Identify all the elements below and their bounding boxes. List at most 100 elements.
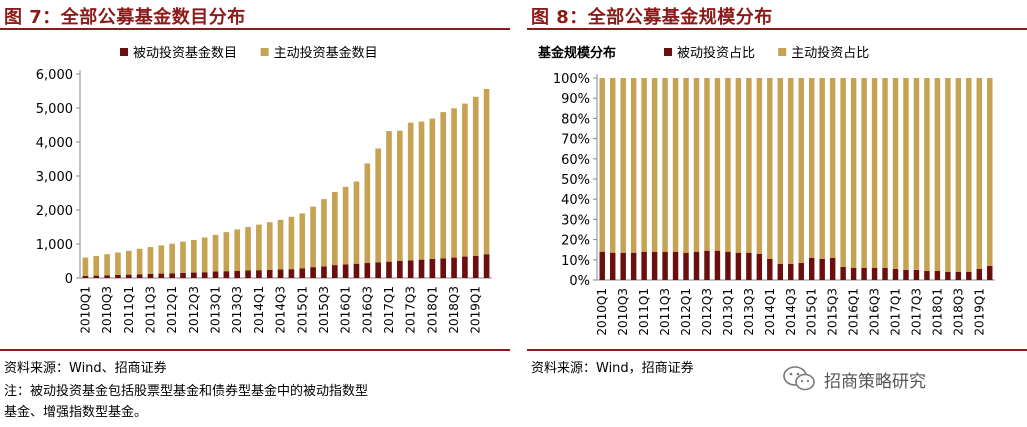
bar-active-2014Q1 xyxy=(256,224,262,271)
right-title-rule xyxy=(527,28,1027,30)
x-tick-label: 2016Q3 xyxy=(868,288,882,336)
left-figure-title: 图 7：全部公募基金数目分布 xyxy=(4,7,246,28)
x-tick-label: 2012Q3 xyxy=(700,288,714,336)
left-title-rule xyxy=(0,28,510,30)
bar-active-2011Q2 xyxy=(136,248,143,275)
bar-passive-2017Q4 xyxy=(924,270,930,280)
bar-passive-2012Q4 xyxy=(201,272,208,278)
y-tick-label: 30% xyxy=(561,213,590,228)
bar-active-2018Q1 xyxy=(429,118,436,259)
bar-active-2019Q2 xyxy=(987,78,993,266)
bar-active-2017Q2 xyxy=(397,130,403,261)
x-tick-label: 2011Q1 xyxy=(122,286,136,334)
bar-active-2013Q2 xyxy=(223,232,230,272)
bar-passive-2018Q1 xyxy=(429,258,436,278)
bar-passive-2012Q2 xyxy=(180,272,186,278)
x-tick-label: 2014Q3 xyxy=(274,286,288,334)
bar-passive-2011Q4 xyxy=(672,251,679,280)
bar-active-2013Q1 xyxy=(725,78,731,252)
bar-passive-2015Q3 xyxy=(321,266,327,278)
bar-passive-2017Q3 xyxy=(913,269,920,280)
bar-passive-2010Q3 xyxy=(104,275,110,278)
x-tick-label: 2013Q3 xyxy=(742,288,756,336)
bar-active-2011Q4 xyxy=(672,78,679,252)
bar-passive-2018Q4 xyxy=(966,271,972,280)
wechat-icon xyxy=(783,366,815,391)
left-figure: 图 7：全部公募基金数目分布 被动投资基金数目 主动投资基金数目 0 1,000 2,0… xyxy=(0,0,510,427)
bar-passive-2010Q1 xyxy=(82,275,89,278)
bar-active-2014Q3 xyxy=(277,219,284,270)
legend-label-0: 被动投资占比 xyxy=(677,45,755,61)
bar-passive-2013Q1 xyxy=(212,271,219,278)
bar-active-2019Q1 xyxy=(976,78,983,269)
x-tick-label: 2015Q1 xyxy=(805,288,819,336)
bar-active-2010Q4 xyxy=(630,78,637,253)
bar-active-2012Q1 xyxy=(169,243,175,274)
legend-swatch-1 xyxy=(778,48,787,56)
bar-passive-2017Q3 xyxy=(407,260,414,278)
bar-active-2012Q3 xyxy=(191,239,197,273)
x-tick-label: 2013Q1 xyxy=(721,288,735,336)
x-tick-label: 2016Q1 xyxy=(847,288,861,336)
x-tick-label: 2013Q3 xyxy=(230,286,244,334)
left-note-line-2: 基金、增强指数型基金。 xyxy=(4,405,148,420)
bar-active-2018Q1 xyxy=(934,78,941,271)
fund-count-chart: 被动投资基金数目 主动投资基金数目 0 1,000 2,000 3,000 4,000 5,0… xyxy=(36,45,492,334)
bar-active-2016Q3 xyxy=(871,78,878,268)
bar-active-2012Q4 xyxy=(714,78,721,251)
bar-passive-2012Q3 xyxy=(704,250,710,280)
y-tick-label: 4,000 xyxy=(36,136,73,151)
y-tick-label: 70% xyxy=(561,133,590,148)
bar-active-2011Q1 xyxy=(125,250,132,275)
bar-active-2018Q2 xyxy=(945,78,951,272)
bar-active-2015Q3 xyxy=(321,199,327,267)
left-source-text: 资料来源：Wind、招商证券 xyxy=(4,361,167,376)
y-tick-label: 5,000 xyxy=(36,102,73,117)
bar-passive-2015Q4 xyxy=(840,266,846,280)
x-tick-label: 2017Q1 xyxy=(889,288,903,336)
bar-passive-2018Q1 xyxy=(934,270,941,280)
bar-active-2010Q4 xyxy=(115,252,121,275)
x-tick-label: 2011Q1 xyxy=(637,288,651,336)
bar-passive-2012Q2 xyxy=(693,251,700,280)
left-bottom-rule xyxy=(0,349,510,351)
bar-passive-2016Q1 xyxy=(342,264,349,278)
bar-active-2019Q1 xyxy=(472,96,479,256)
bar-passive-2014Q3 xyxy=(788,263,794,280)
bar-active-2015Q1 xyxy=(299,213,306,269)
bar-passive-2014Q3 xyxy=(277,269,284,278)
bar-passive-2011Q3 xyxy=(662,251,668,280)
bar-passive-2016Q4 xyxy=(882,267,888,280)
watermark: 招商策略研究 xyxy=(782,364,926,394)
y-tick-label: 80% xyxy=(561,112,590,127)
x-tick-label: 2012Q1 xyxy=(165,286,179,334)
bar-active-2018Q3 xyxy=(451,108,457,258)
x-tick-label: 2013Q1 xyxy=(209,286,223,334)
bar-passive-2011Q2 xyxy=(136,274,143,278)
bar-active-2011Q3 xyxy=(662,78,668,252)
bar-passive-2013Q4 xyxy=(245,270,251,278)
bar-passive-2013Q3 xyxy=(746,252,752,280)
bar-passive-2017Q2 xyxy=(903,269,909,280)
left-note-line-1: 注：被动投资基金包括股票型基金和债券型基金中的被动指数型 xyxy=(4,384,369,399)
bar-passive-2013Q1 xyxy=(725,251,731,280)
bar-active-2016Q1 xyxy=(342,186,349,265)
bar-passive-2010Q2 xyxy=(93,275,100,278)
y-tick-label: 2,000 xyxy=(36,204,73,219)
y-tick-label: 20% xyxy=(561,234,590,249)
right-source-text: 资料来源：Wind，招商证券 xyxy=(531,361,694,376)
bar-passive-2016Q1 xyxy=(850,267,857,280)
bar-passive-2011Q1 xyxy=(125,274,132,278)
bar-active-2012Q3 xyxy=(704,78,710,251)
watermark-text: 招商策略研究 xyxy=(824,371,926,392)
bar-active-2014Q2 xyxy=(777,78,784,264)
legend-label-1: 主动投资占比 xyxy=(791,45,869,61)
bar-active-2017Q4 xyxy=(418,121,425,260)
bar-active-2015Q1 xyxy=(808,78,815,258)
bar-active-2010Q2 xyxy=(609,78,616,253)
fund-size-chart: 基金规模分布 被动投资占比 主动投资占比 0% 10% 20% 30% 40% 50% 60% 70… xyxy=(537,45,995,336)
bar-passive-2016Q3 xyxy=(871,267,878,280)
bar-passive-2016Q2 xyxy=(861,267,867,280)
bar-passive-2015Q1 xyxy=(299,268,306,278)
x-tick-label: 2016Q3 xyxy=(360,286,374,334)
